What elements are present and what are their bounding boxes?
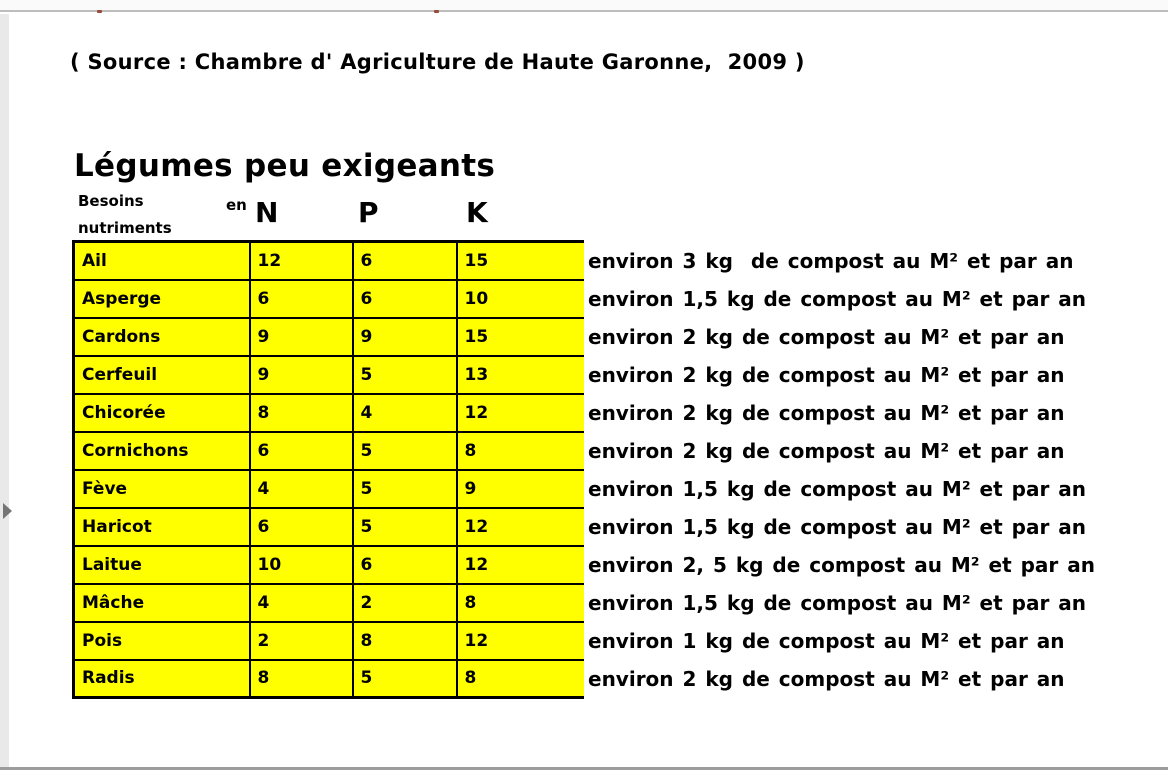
k-value-cell: 12 (456, 392, 584, 433)
n-value-cell: 8 (249, 392, 354, 433)
source-line: ( Source : Chambre d' Agriculture de Hau… (70, 50, 805, 74)
p-value-cell: 9 (352, 316, 458, 357)
column-header-p: P (358, 196, 379, 229)
k-value-cell: 12 (456, 544, 584, 585)
vegetable-name-cell: Haricot (73, 506, 251, 547)
compost-note: environ 2, 5 kg de compost au M² et par … (588, 553, 1095, 577)
n-value-cell: 4 (249, 468, 354, 509)
p-value-cell: 2 (352, 582, 458, 623)
table-row: Laitue 10 6 12 (73, 544, 584, 585)
top-page-edge-strip (0, 0, 1168, 12)
table-row: Mâche 4 2 8 (73, 582, 584, 623)
table-row: Pois 2 8 12 (73, 620, 584, 661)
header-label-nutriments: nutriments (78, 219, 172, 237)
k-value-cell: 12 (456, 506, 584, 547)
vegetable-name-cell: Ail (73, 240, 251, 281)
p-value-cell: 5 (352, 468, 458, 509)
n-value-cell: 12 (249, 240, 354, 281)
column-header-n: N (255, 196, 279, 229)
n-value-cell: 6 (249, 506, 354, 547)
n-value-cell: 6 (249, 430, 354, 471)
n-value-cell: 9 (249, 316, 354, 357)
chevron-right-icon (3, 503, 12, 519)
vegetable-name-cell: Chicorée (73, 392, 251, 433)
table-row: Haricot 6 5 12 (73, 506, 584, 547)
k-value-cell: 8 (456, 430, 584, 471)
n-value-cell: 6 (249, 278, 354, 319)
ink-speck-icon (434, 10, 439, 13)
p-value-cell: 5 (352, 354, 458, 395)
table-row: Cornichons 6 5 8 (73, 430, 584, 471)
k-value-cell: 12 (456, 620, 584, 661)
vegetable-name-cell: Cardons (73, 316, 251, 357)
table-row: Radis 8 5 8 (73, 658, 584, 699)
header-label-en: en (226, 196, 247, 214)
header-label-besoins: Besoins (78, 192, 144, 210)
compost-note: environ 2 kg de compost au M² et par an (588, 667, 1065, 691)
compost-note: environ 2 kg de compost au M² et par an (588, 439, 1065, 463)
compost-note: environ 3 kg de compost au M² et par an (588, 249, 1074, 273)
page-title: Légumes peu exigeants (74, 148, 496, 184)
p-value-cell: 5 (352, 430, 458, 471)
compost-note: environ 2 kg de compost au M² et par an (588, 363, 1065, 387)
p-value-cell: 5 (352, 658, 458, 699)
k-value-cell: 15 (456, 240, 584, 281)
vegetable-name-cell: Radis (73, 658, 251, 699)
p-value-cell: 6 (352, 544, 458, 585)
vegetable-name-cell: Fève (73, 468, 251, 509)
vegetable-name-cell: Laitue (73, 544, 251, 585)
table-row: Asperge 6 6 10 (73, 278, 584, 319)
vegetable-name-cell: Mâche (73, 582, 251, 623)
n-value-cell: 4 (249, 582, 354, 623)
vegetable-name-cell: Cerfeuil (73, 354, 251, 395)
n-value-cell: 10 (249, 544, 354, 585)
p-value-cell: 8 (352, 620, 458, 661)
vegetable-name-cell: Asperge (73, 278, 251, 319)
k-value-cell: 10 (456, 278, 584, 319)
vegetable-name-cell: Pois (73, 620, 251, 661)
bottom-page-edge-line (0, 767, 1168, 770)
table-row: Cardons 9 9 15 (73, 316, 584, 357)
compost-note: environ 2 kg de compost au M² et par an (588, 325, 1065, 349)
left-margin-strip (0, 14, 9, 768)
p-value-cell: 6 (352, 240, 458, 281)
compost-note: environ 2 kg de compost au M² et par an (588, 401, 1065, 425)
n-value-cell: 9 (249, 354, 354, 395)
p-value-cell: 5 (352, 506, 458, 547)
ink-speck-icon (97, 10, 102, 13)
sidebar-toggle-button[interactable] (0, 498, 16, 524)
table-row: Cerfeuil 9 5 13 (73, 354, 584, 395)
k-value-cell: 9 (456, 468, 584, 509)
k-value-cell: 8 (456, 658, 584, 699)
compost-note: environ 1,5 kg de compost au M² et par a… (588, 477, 1087, 501)
n-value-cell: 8 (249, 658, 354, 699)
column-header-k: K (466, 196, 488, 229)
n-value-cell: 2 (249, 620, 354, 661)
table-row: Fève 4 5 9 (73, 468, 584, 509)
k-value-cell: 15 (456, 316, 584, 357)
compost-note: environ 1,5 kg de compost au M² et par a… (588, 591, 1087, 615)
p-value-cell: 4 (352, 392, 458, 433)
compost-note: environ 1 kg de compost au M² et par an (588, 629, 1065, 653)
compost-note: environ 1,5 kg de compost au M² et par a… (588, 515, 1087, 539)
compost-note: environ 1,5 kg de compost au M² et par a… (588, 287, 1087, 311)
nutrient-table: Ail 12 6 15 Asperge 6 6 10 Cardons 9 9 1… (72, 240, 584, 699)
k-value-cell: 13 (456, 354, 584, 395)
p-value-cell: 6 (352, 278, 458, 319)
table-row: Ail 12 6 15 (73, 240, 584, 281)
k-value-cell: 8 (456, 582, 584, 623)
compost-notes-column: environ 3 kg de compost au M² et par an … (588, 242, 1095, 698)
vegetable-name-cell: Cornichons (73, 430, 251, 471)
table-row: Chicorée 8 4 12 (73, 392, 584, 433)
